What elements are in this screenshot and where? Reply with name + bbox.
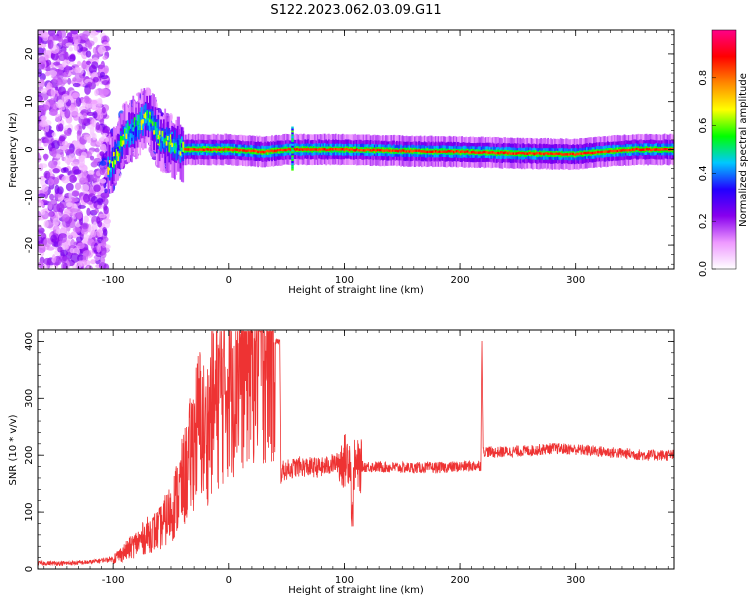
spectrogram-x-tick-label: -100 bbox=[102, 275, 125, 286]
spectrogram-x-tick-label: 0 bbox=[226, 275, 232, 286]
colorbar-label: Normalized spectral amplitude bbox=[738, 73, 749, 227]
snr-x-tick-label: 100 bbox=[335, 575, 354, 586]
snr-axis-ticks: -100 0 100 200 300 0 100 200 300 400 bbox=[24, 329, 674, 586]
snr-y-axis-label: SNR (10 * v/v) bbox=[8, 414, 19, 485]
spectrogram-y-tick-label: -10 bbox=[24, 189, 35, 205]
colorbar-tick-label: 0.2 bbox=[698, 213, 709, 229]
spectrogram-y-tick-label: 20 bbox=[24, 48, 35, 61]
spectrogram-x-tick-label: 100 bbox=[335, 275, 354, 286]
spectrogram-y-tick-label: 0 bbox=[24, 146, 35, 152]
colorbar: 0.0 0.2 0.4 0.6 0.8 Normalized spectral ampl… bbox=[698, 29, 749, 277]
colorbar-tick-label: 0.8 bbox=[698, 70, 709, 86]
spectrogram-x-axis-label: Height of straight line (km) bbox=[288, 285, 424, 296]
spectrogram-x-tick-label: 300 bbox=[566, 275, 585, 286]
spectrogram-heatmap bbox=[38, 30, 674, 269]
colorbar-gradient bbox=[711, 29, 737, 270]
snr-x-tick-label: 0 bbox=[226, 575, 232, 586]
spectrogram-x-tick-label: 200 bbox=[451, 275, 470, 286]
snr-x-tick-label: 200 bbox=[451, 575, 470, 586]
snr-y-tick-label: 200 bbox=[24, 446, 35, 465]
colorbar-tick-label: 0.4 bbox=[698, 165, 709, 181]
figure-title: S122.2023.062.03.09.G11 bbox=[270, 3, 441, 18]
spectrogram-y-tick-label: -20 bbox=[24, 237, 35, 253]
snr-x-tick-label: -100 bbox=[102, 575, 125, 586]
snr-x-axis-label: Height of straight line (km) bbox=[288, 585, 424, 596]
snr-y-tick-label: 300 bbox=[24, 389, 35, 408]
colorbar-ticks: 0.0 0.2 0.4 0.6 0.8 bbox=[698, 70, 716, 277]
colorbar-tick-label: 0.0 bbox=[698, 261, 709, 277]
snr-y-tick-label: 100 bbox=[24, 503, 35, 522]
snr-series-line bbox=[38, 330, 674, 567]
snr-y-tick-label: 400 bbox=[24, 332, 35, 351]
snr-panel: -100 0 100 200 300 0 100 200 300 400 Height of st… bbox=[8, 329, 675, 596]
spectrogram-y-axis-label: Frequency (Hz) bbox=[8, 112, 19, 188]
spectrogram-y-tick-label: 10 bbox=[24, 95, 35, 108]
snr-y-tick-label: 0 bbox=[24, 566, 35, 572]
colorbar-tick-label: 0.6 bbox=[698, 118, 709, 134]
snr-x-tick-label: 300 bbox=[566, 575, 585, 586]
